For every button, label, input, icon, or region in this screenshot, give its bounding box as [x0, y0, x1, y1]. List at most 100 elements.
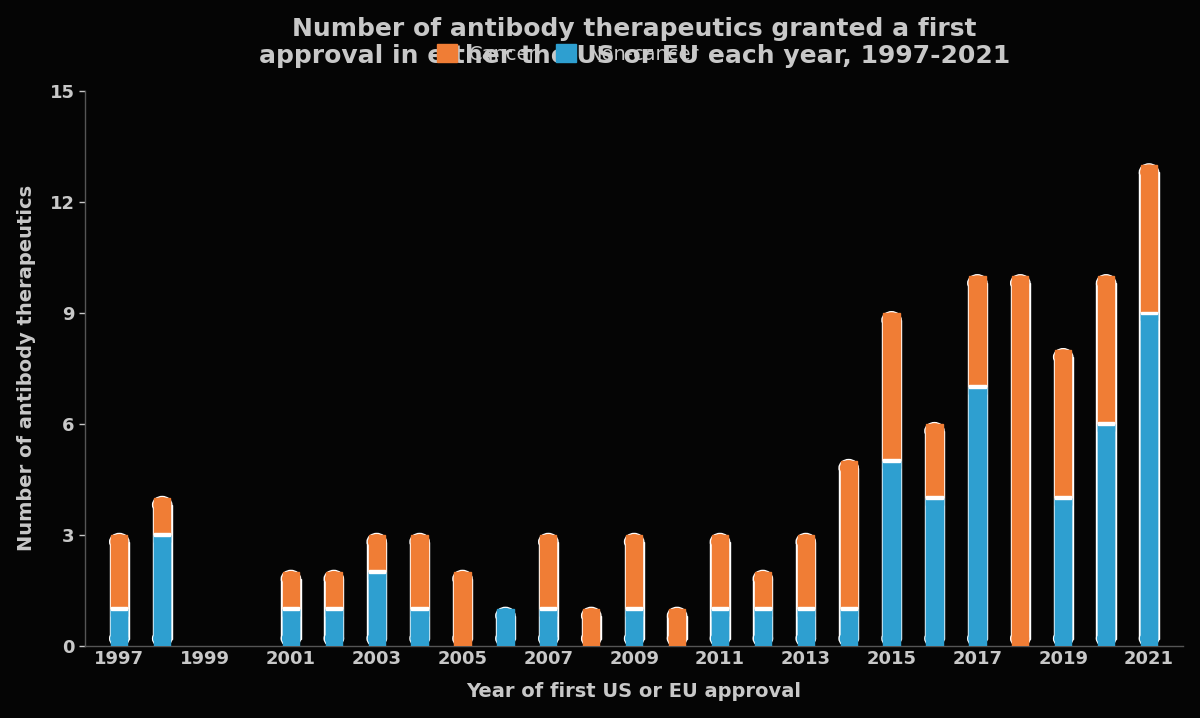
- Bar: [712, 609, 728, 615]
- Bar: [1054, 357, 1073, 638]
- Bar: [624, 542, 643, 638]
- Ellipse shape: [1012, 632, 1028, 645]
- Bar: [925, 431, 944, 638]
- Ellipse shape: [754, 570, 773, 587]
- Bar: [926, 498, 943, 638]
- Bar: [755, 609, 772, 645]
- Ellipse shape: [1055, 632, 1072, 645]
- Bar: [281, 579, 300, 638]
- Ellipse shape: [1098, 276, 1115, 290]
- Ellipse shape: [412, 632, 427, 645]
- Bar: [582, 615, 601, 638]
- Ellipse shape: [324, 570, 343, 587]
- Ellipse shape: [112, 632, 127, 645]
- Bar: [710, 542, 730, 638]
- Bar: [496, 615, 515, 638]
- Bar: [540, 609, 557, 615]
- Bar: [112, 609, 127, 645]
- Ellipse shape: [112, 632, 127, 645]
- Ellipse shape: [154, 498, 170, 512]
- Ellipse shape: [796, 533, 815, 550]
- Bar: [798, 609, 814, 645]
- Ellipse shape: [583, 632, 599, 645]
- Bar: [412, 535, 427, 609]
- Ellipse shape: [712, 632, 728, 645]
- Ellipse shape: [283, 572, 299, 586]
- Bar: [410, 542, 430, 638]
- Ellipse shape: [755, 632, 772, 645]
- Ellipse shape: [970, 276, 985, 290]
- Ellipse shape: [1097, 275, 1116, 292]
- Ellipse shape: [540, 632, 557, 645]
- Bar: [755, 609, 772, 615]
- Ellipse shape: [497, 632, 514, 645]
- Bar: [926, 424, 943, 498]
- Ellipse shape: [1097, 630, 1116, 647]
- Bar: [283, 607, 299, 610]
- Bar: [325, 609, 342, 645]
- Bar: [1098, 424, 1115, 431]
- Ellipse shape: [926, 632, 943, 645]
- Bar: [412, 607, 427, 610]
- Ellipse shape: [1055, 350, 1072, 364]
- Bar: [283, 609, 299, 615]
- Ellipse shape: [325, 572, 342, 586]
- Bar: [539, 542, 558, 638]
- Ellipse shape: [1055, 632, 1072, 645]
- Ellipse shape: [796, 630, 815, 647]
- Ellipse shape: [582, 607, 601, 624]
- Ellipse shape: [755, 572, 772, 586]
- Bar: [497, 609, 514, 645]
- Bar: [112, 607, 127, 610]
- Ellipse shape: [455, 572, 470, 586]
- Bar: [755, 572, 772, 609]
- Bar: [1055, 498, 1072, 645]
- Ellipse shape: [540, 535, 557, 549]
- Ellipse shape: [281, 570, 300, 587]
- Bar: [883, 461, 900, 645]
- Bar: [152, 505, 172, 638]
- Bar: [798, 607, 814, 610]
- Ellipse shape: [882, 312, 901, 328]
- Ellipse shape: [324, 630, 343, 647]
- Bar: [325, 609, 342, 638]
- Bar: [325, 572, 342, 609]
- Bar: [154, 535, 170, 645]
- Bar: [1055, 498, 1072, 638]
- Bar: [583, 609, 599, 645]
- Ellipse shape: [626, 632, 642, 645]
- Bar: [926, 498, 943, 645]
- Bar: [1098, 276, 1115, 424]
- Ellipse shape: [496, 630, 515, 647]
- Ellipse shape: [970, 632, 985, 645]
- Bar: [325, 607, 342, 610]
- Bar: [755, 609, 772, 638]
- Ellipse shape: [840, 461, 857, 475]
- Bar: [540, 609, 557, 645]
- Bar: [626, 609, 642, 615]
- Bar: [882, 320, 901, 638]
- Ellipse shape: [1012, 276, 1028, 290]
- Bar: [1098, 424, 1115, 645]
- Ellipse shape: [1141, 165, 1157, 180]
- Ellipse shape: [539, 533, 558, 550]
- Ellipse shape: [154, 632, 170, 645]
- Bar: [283, 609, 299, 645]
- Ellipse shape: [710, 533, 730, 550]
- Ellipse shape: [410, 533, 430, 550]
- Ellipse shape: [109, 533, 128, 550]
- Bar: [368, 572, 385, 638]
- Ellipse shape: [1139, 164, 1159, 180]
- Bar: [840, 461, 857, 609]
- Ellipse shape: [1141, 632, 1157, 645]
- Bar: [970, 387, 985, 638]
- Bar: [1055, 350, 1072, 498]
- Ellipse shape: [926, 424, 943, 438]
- Ellipse shape: [1098, 632, 1115, 645]
- Ellipse shape: [712, 632, 728, 645]
- Ellipse shape: [412, 632, 427, 645]
- Y-axis label: Number of antibody therapeutics: Number of antibody therapeutics: [17, 185, 36, 551]
- Bar: [883, 460, 900, 462]
- Ellipse shape: [368, 535, 385, 549]
- Bar: [368, 535, 385, 572]
